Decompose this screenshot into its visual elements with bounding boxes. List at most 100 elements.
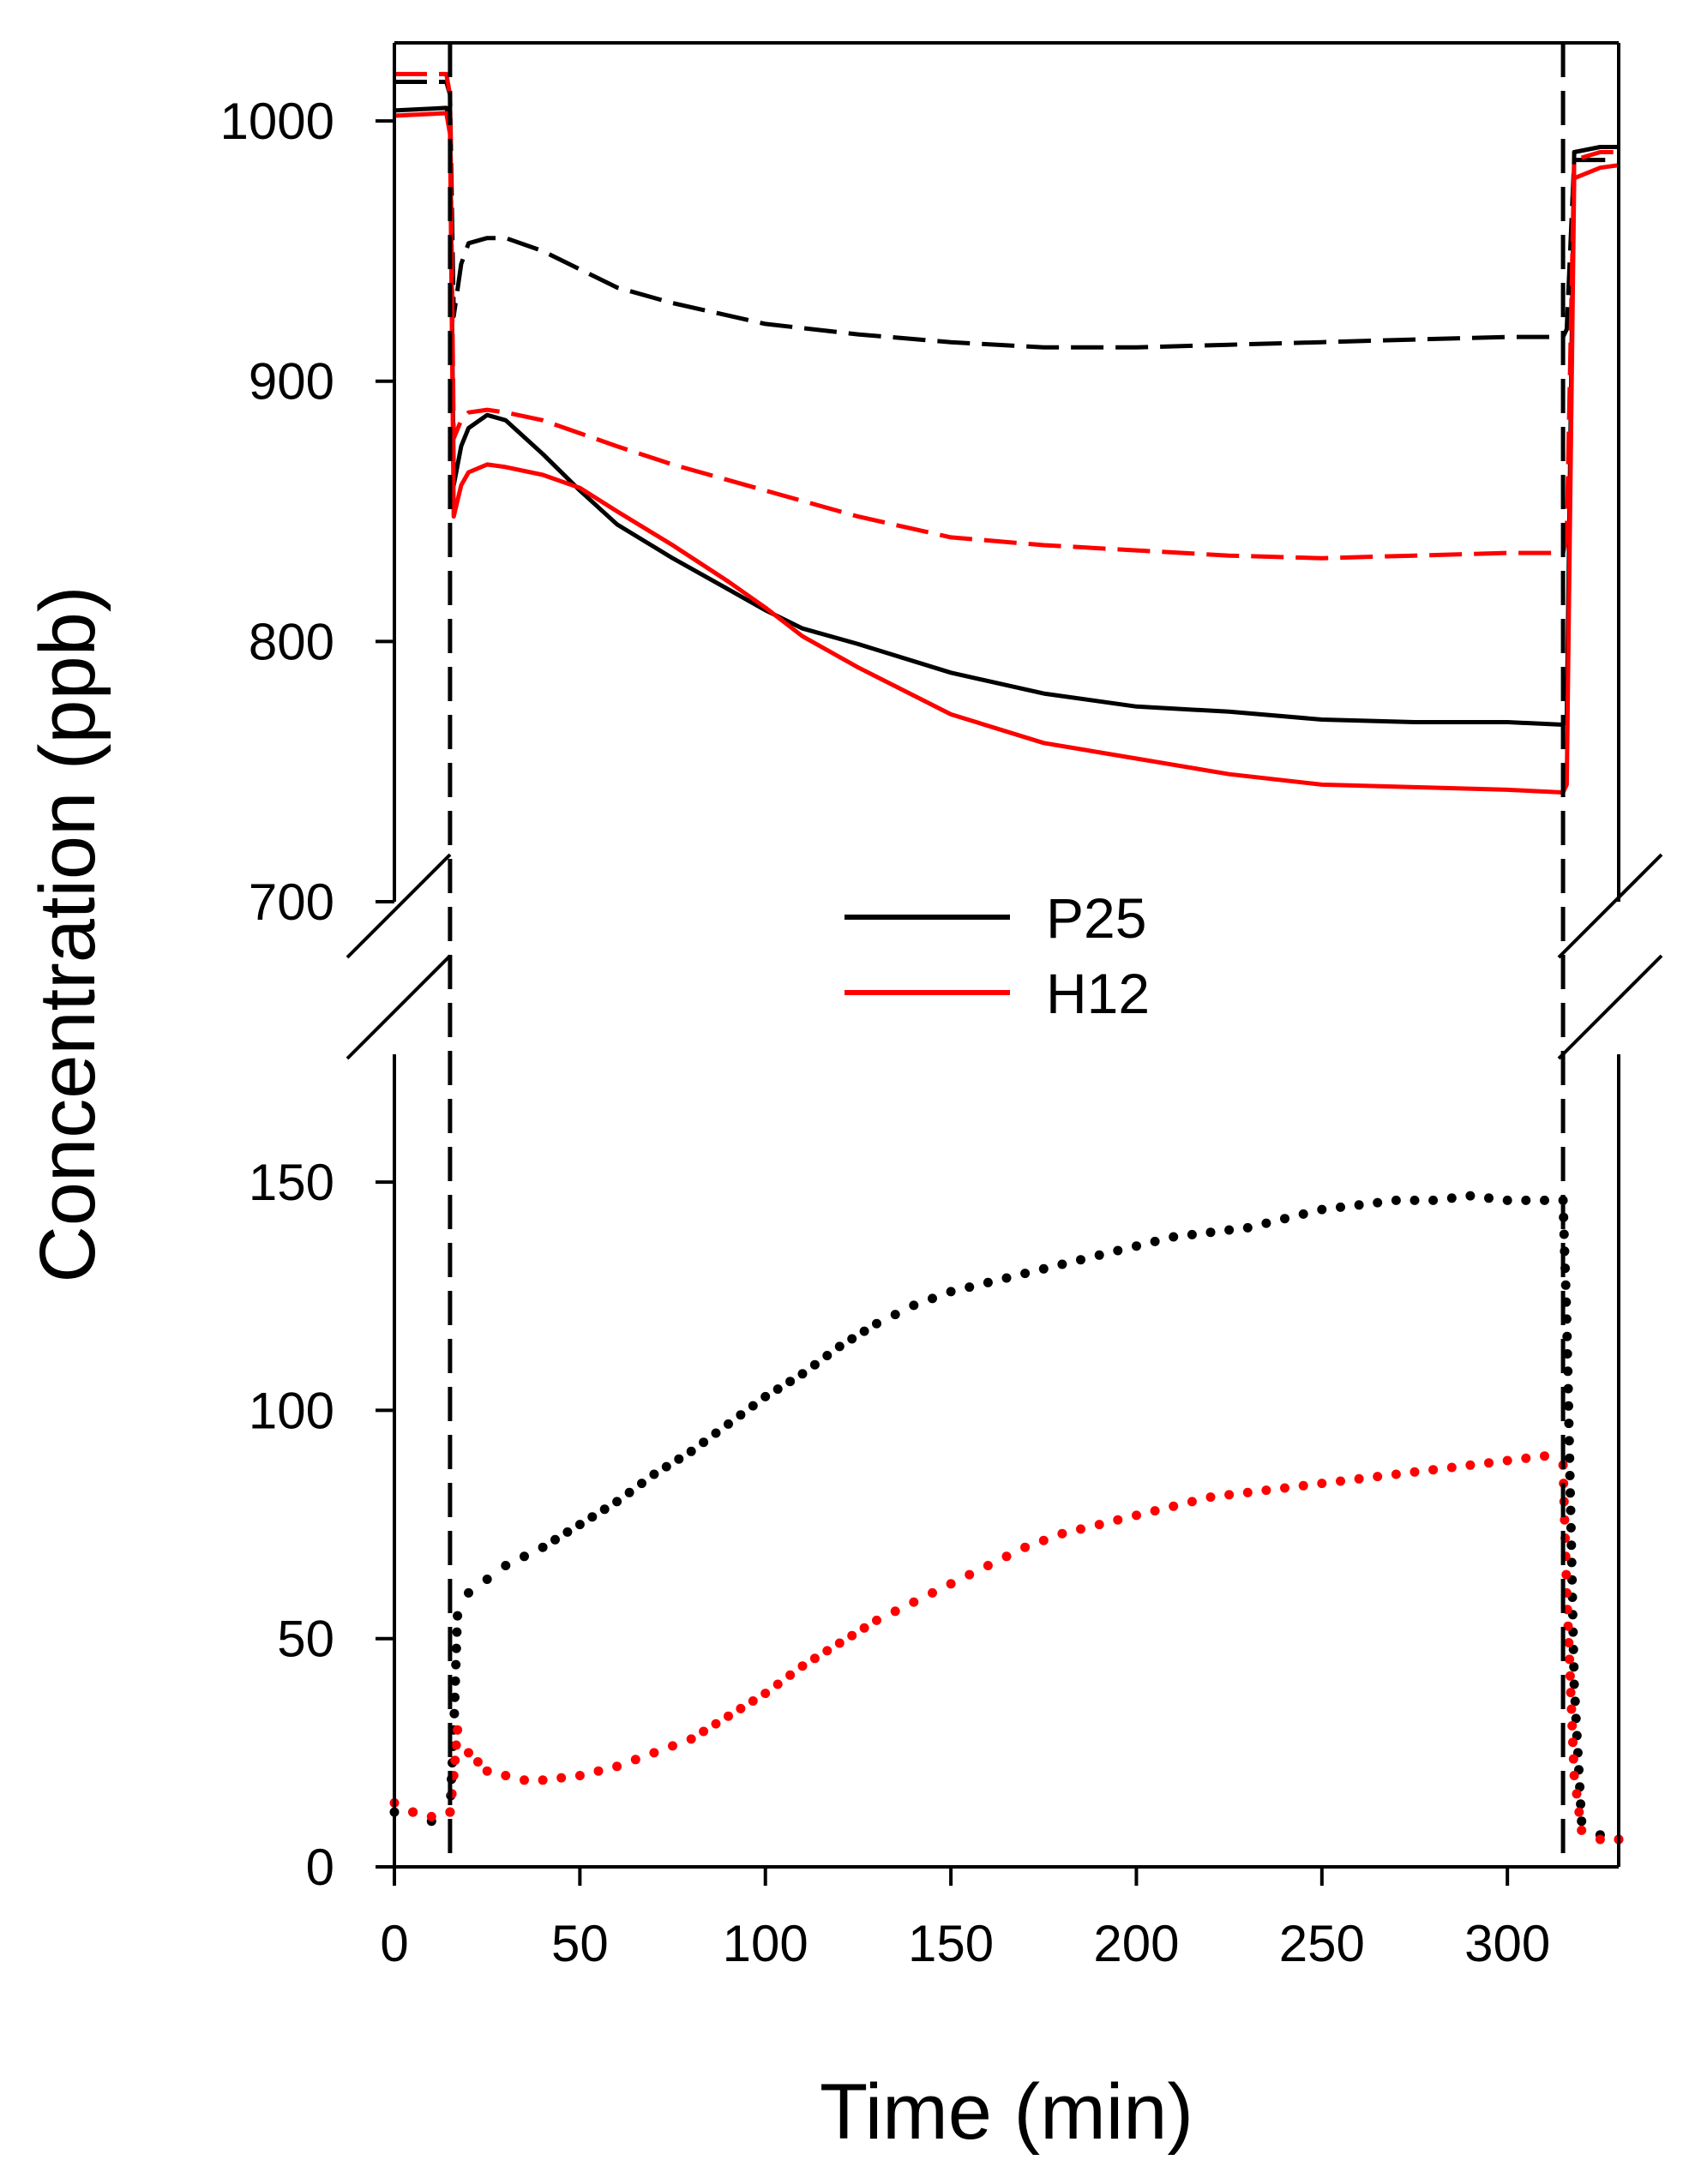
- dot-h12-lower-dotted: [1566, 1688, 1576, 1698]
- dot-p25-lower-dotted: [674, 1454, 684, 1464]
- dot-h12-lower-dotted: [785, 1670, 796, 1680]
- dot-p25-lower-dotted: [822, 1351, 832, 1360]
- series-p25-upper-solid: [394, 105, 1619, 727]
- dot-p25-lower-dotted: [909, 1300, 919, 1311]
- dot-h12-lower-dotted: [859, 1623, 869, 1633]
- dot-p25-lower-dotted: [1373, 1197, 1383, 1208]
- dot-h12-lower-dotted: [1428, 1465, 1439, 1475]
- dot-p25-lower-dotted: [1502, 1195, 1512, 1205]
- dot-h12-lower-dotted: [556, 1773, 567, 1783]
- dot-h12-lower-dotted: [1242, 1487, 1253, 1497]
- dot-p25-lower-dotted: [1577, 1816, 1587, 1827]
- dot-p25-lower-dotted: [1566, 1522, 1576, 1533]
- dot-p25-lower-dotted: [1280, 1214, 1289, 1224]
- dot-h12-lower-dotted: [1150, 1506, 1160, 1516]
- dot-p25-lower-dotted: [1242, 1222, 1253, 1233]
- dot-h12-lower-dotted: [630, 1755, 640, 1765]
- dot-h12-lower-dotted: [890, 1606, 900, 1617]
- dot-p25-lower-dotted: [834, 1341, 844, 1352]
- lower-y-tick-label-150: 150: [249, 1154, 334, 1211]
- dot-h12-lower-dotted: [612, 1761, 622, 1772]
- x-tick-label-100: 100: [723, 1915, 808, 1972]
- dot-p25-lower-dotted: [1150, 1236, 1160, 1246]
- dot-p25-lower-dotted: [450, 1676, 460, 1686]
- dot-p25-lower-dotted: [453, 1611, 463, 1621]
- dot-h12-lower-dotted: [847, 1630, 857, 1641]
- dot-h12-lower-dotted: [1057, 1528, 1067, 1539]
- dot-p25-lower-dotted: [538, 1542, 548, 1552]
- dot-p25-lower-dotted: [1057, 1259, 1067, 1269]
- dot-p25-lower-dotted: [983, 1277, 993, 1287]
- dot-p25-lower-dotted: [1428, 1195, 1439, 1205]
- axis-break-left-upper: [346, 853, 452, 959]
- dot-h12-lower-dotted: [1574, 1807, 1584, 1817]
- dot-h12-lower-dotted: [1595, 1834, 1605, 1845]
- dot-p25-lower-dotted: [1576, 1799, 1586, 1809]
- dot-p25-lower-dotted: [1094, 1250, 1104, 1260]
- dot-p25-lower-dotted: [1224, 1225, 1235, 1235]
- dot-p25-lower-dotted: [1564, 1419, 1574, 1429]
- dot-p25-lower-dotted: [760, 1391, 771, 1401]
- dot-h12-lower-dotted: [1572, 1789, 1582, 1799]
- dot-p25-lower-dotted: [452, 1627, 462, 1637]
- dot-p25-lower-dotted: [785, 1377, 796, 1387]
- lower-y-tick-label-50: 50: [277, 1611, 334, 1668]
- dot-p25-lower-dotted: [1540, 1195, 1549, 1205]
- dot-p25-lower-dotted: [1564, 1436, 1574, 1446]
- series-h12-lower-dotted: [389, 1451, 1624, 1845]
- upper-panel: [394, 71, 1620, 795]
- dot-p25-lower-dotted: [1484, 1193, 1494, 1203]
- dot-h12-lower-dotted: [797, 1661, 808, 1671]
- dot-p25-lower-dotted: [1132, 1241, 1141, 1251]
- dot-h12-lower-dotted: [1561, 1569, 1572, 1580]
- series-h12-upper-solid: [394, 111, 1620, 795]
- dot-h12-lower-dotted: [686, 1734, 696, 1744]
- dot-p25-lower-dotted: [946, 1287, 956, 1297]
- dot-p25-lower-dotted: [451, 1643, 461, 1653]
- dot-h12-lower-dotted: [520, 1775, 529, 1785]
- upper-y-tick-label-900: 900: [249, 353, 334, 411]
- legend: P25 H12: [844, 886, 1150, 1025]
- dot-p25-lower-dotted: [1569, 1679, 1579, 1689]
- dot-p25-lower-dotted: [1568, 1644, 1578, 1654]
- dot-h12-lower-dotted: [1577, 1825, 1587, 1835]
- dot-h12-lower-dotted: [1521, 1453, 1531, 1463]
- dot-h12-lower-dotted: [668, 1741, 677, 1751]
- dot-p25-lower-dotted: [965, 1282, 975, 1293]
- dot-h12-lower-dotted: [574, 1771, 585, 1780]
- dot-h12-lower-dotted: [1569, 1771, 1579, 1780]
- x-tick-label-0: 0: [380, 1915, 408, 1972]
- dot-h12-lower-dotted: [928, 1587, 937, 1598]
- dot-h12-lower-dotted: [649, 1748, 659, 1758]
- dot-h12-lower-dotted: [724, 1711, 733, 1721]
- dot-h12-lower-dotted: [736, 1703, 746, 1713]
- dot-h12-lower-dotted: [1484, 1458, 1494, 1468]
- dot-p25-lower-dotted: [1187, 1229, 1197, 1239]
- dot-h12-lower-dotted: [1205, 1492, 1216, 1503]
- dot-p25-lower-dotted: [1566, 1540, 1577, 1551]
- dot-h12-lower-dotted: [760, 1689, 771, 1699]
- dot-h12-lower-dotted: [1001, 1551, 1012, 1562]
- dot-p25-lower-dotted: [1571, 1713, 1581, 1724]
- dot-h12-lower-dotted: [408, 1807, 418, 1817]
- dot-h12-lower-dotted: [445, 1807, 455, 1817]
- dot-p25-lower-dotted: [450, 1692, 460, 1702]
- dot-p25-lower-dotted: [520, 1551, 529, 1562]
- dot-h12-lower-dotted: [1132, 1510, 1141, 1521]
- dot-h12-lower-dotted: [538, 1775, 548, 1785]
- dot-p25-lower-dotted: [1113, 1245, 1123, 1256]
- dot-p25-lower-dotted: [736, 1410, 746, 1420]
- x-tick-label-250: 250: [1279, 1915, 1365, 1972]
- dot-h12-lower-dotted: [1540, 1451, 1549, 1461]
- dot-p25-lower-dotted: [809, 1359, 820, 1370]
- dot-h12-lower-dotted: [809, 1653, 820, 1664]
- dot-h12-lower-dotted: [1391, 1469, 1401, 1479]
- dot-h12-lower-dotted: [1560, 1515, 1570, 1525]
- dot-h12-lower-dotted: [1076, 1524, 1085, 1534]
- dot-p25-lower-dotted: [550, 1534, 560, 1545]
- dot-h12-lower-dotted: [1280, 1483, 1289, 1493]
- dot-h12-lower-dotted: [1261, 1485, 1271, 1496]
- dot-p25-lower-dotted: [1391, 1195, 1401, 1205]
- dot-p25-lower-dotted: [1020, 1269, 1031, 1279]
- x-tick-label-50: 50: [551, 1915, 609, 1972]
